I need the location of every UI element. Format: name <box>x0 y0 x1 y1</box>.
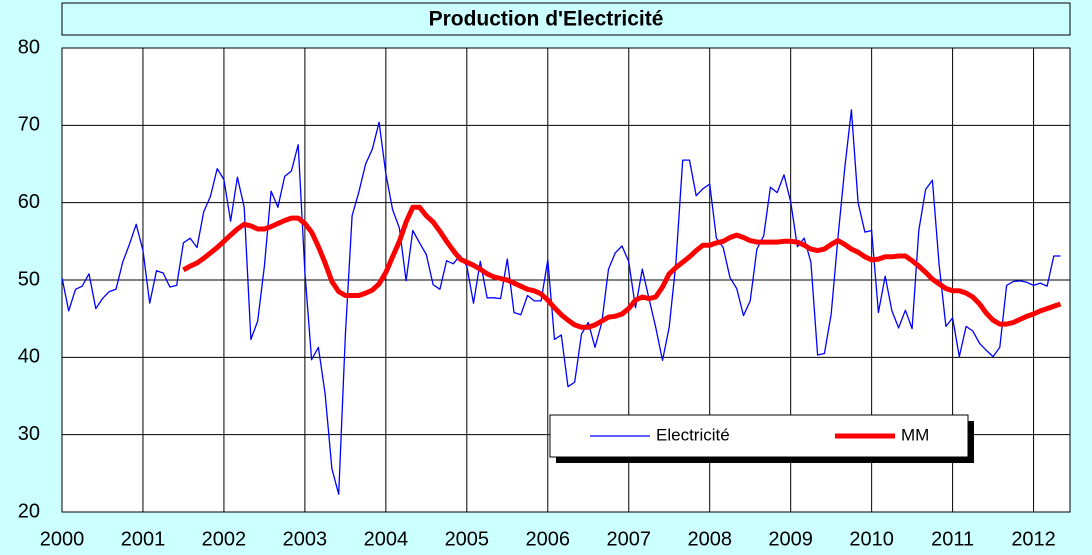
x-tick-label: 2000 <box>40 528 85 550</box>
y-tick-label: 60 <box>18 191 40 213</box>
x-tick-label: 2009 <box>768 528 813 550</box>
legend-label: Electricité <box>656 425 730 444</box>
legend <box>549 414 969 458</box>
series-line <box>182 204 1062 330</box>
x-tick-label: 2005 <box>445 528 490 550</box>
x-tick-label: 2010 <box>849 528 894 550</box>
x-tick-label: 2003 <box>283 528 328 550</box>
x-tick-label: 2011 <box>931 528 974 550</box>
x-tick-label: 2001 <box>121 528 166 550</box>
x-tick-label: 2012 <box>1011 528 1056 550</box>
title-box <box>61 2 1071 36</box>
y-tick-label: 70 <box>18 114 40 136</box>
y-tick-label: 30 <box>18 423 40 445</box>
series-line <box>61 109 1061 495</box>
chart-title: Production d'Electricité <box>429 8 664 31</box>
y-tick-label: 20 <box>18 500 40 522</box>
x-tick-label: 2004 <box>364 528 409 550</box>
x-tick-label: 2007 <box>606 528 651 550</box>
y-tick-label: 50 <box>18 268 40 290</box>
x-tick-label: 2002 <box>202 528 247 550</box>
y-tick-label: 40 <box>18 346 40 368</box>
legend-label: MM <box>901 425 929 444</box>
y-tick-label: 80 <box>18 36 40 58</box>
x-tick-label: 2008 <box>687 528 732 550</box>
x-tick-label: 2006 <box>526 528 571 550</box>
